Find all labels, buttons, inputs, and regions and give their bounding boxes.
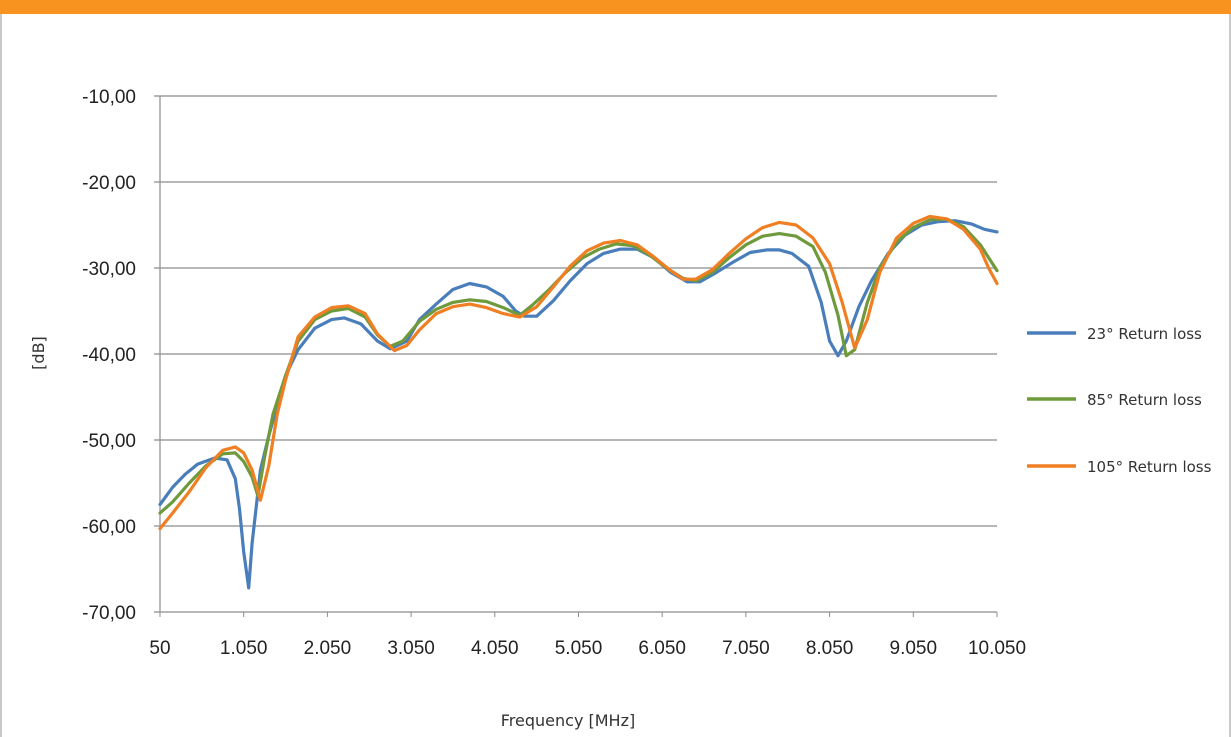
series-line-3 [158, 214, 999, 531]
x-tick-label: 1.050 [220, 638, 268, 659]
y-tick-label: -20,00 [82, 173, 136, 194]
x-tick-label: 6.050 [638, 638, 686, 659]
series-line-1 [158, 219, 999, 590]
y-tick-label: -50,00 [82, 431, 136, 452]
y-tick-label: -40,00 [82, 345, 136, 366]
x-axis-label: Frequency [MHz] [501, 711, 635, 730]
x-tick-label: 5.050 [555, 638, 603, 659]
x-tick-label: 8.050 [806, 638, 854, 659]
y-tick-label: -30,00 [82, 259, 136, 280]
x-tick-label: 3.050 [387, 638, 435, 659]
x-tick-label: 2.050 [304, 638, 352, 659]
y-tick-label: -60,00 [82, 517, 136, 538]
legend-label-1: 23° Return loss [1087, 325, 1202, 343]
x-tick-label: 4.050 [471, 638, 519, 659]
accent-bar [0, 0, 1231, 14]
y-tick-label: -70,00 [82, 603, 136, 624]
y-tick-label: -10,00 [82, 87, 136, 108]
series-line-2 [158, 217, 999, 515]
x-tick-label: 50 [149, 638, 170, 659]
x-tick-label: 10.050 [968, 638, 1026, 659]
y-axis-label: [dB] [29, 336, 48, 370]
x-tick-label: 9.050 [890, 638, 938, 659]
legend-label-2: 85° Return loss [1087, 391, 1202, 409]
legend-label-3: 105° Return loss [1087, 458, 1212, 476]
x-tick-label: 7.050 [722, 638, 770, 659]
